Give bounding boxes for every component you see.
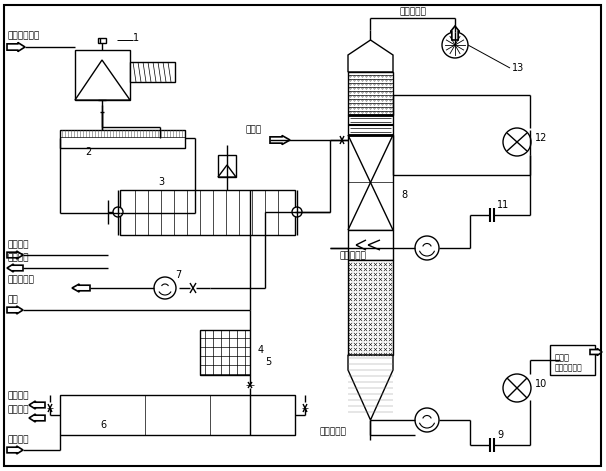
Polygon shape [7, 251, 23, 259]
Polygon shape [590, 349, 602, 356]
Polygon shape [75, 60, 130, 100]
Bar [120, 190, 295, 235]
Text: 7: 7 [175, 270, 181, 280]
Text: 蒸气: 蒸气 [7, 295, 18, 304]
Bar [348, 72, 393, 115]
Circle shape [503, 374, 531, 402]
Text: 冷却水进: 冷却水进 [7, 436, 28, 445]
Text: 10: 10 [535, 379, 547, 389]
Bar [348, 115, 393, 135]
Text: 排气去火花: 排气去火花 [7, 276, 34, 284]
Bar [348, 260, 393, 355]
Text: 9: 9 [497, 430, 503, 440]
Bar [348, 135, 393, 230]
Bar [60, 395, 295, 435]
Text: 3: 3 [158, 177, 164, 187]
Text: 2: 2 [85, 147, 92, 157]
Text: 5: 5 [265, 357, 271, 367]
Bar [200, 330, 250, 375]
Bar [98, 38, 106, 43]
Text: 1: 1 [133, 33, 139, 43]
Text: 11: 11 [497, 200, 509, 210]
Text: 8: 8 [401, 190, 407, 200]
Circle shape [442, 32, 468, 58]
Bar [550, 345, 595, 375]
Polygon shape [7, 306, 23, 314]
Polygon shape [7, 446, 23, 454]
Text: 13: 13 [512, 63, 524, 73]
Text: 回到萠取工段: 回到萠取工段 [555, 364, 583, 373]
Text: 12: 12 [535, 133, 547, 143]
Text: 塔底循环液: 塔底循环液 [320, 428, 347, 437]
Text: 6: 6 [100, 420, 106, 430]
Polygon shape [270, 136, 290, 145]
Bar [348, 230, 393, 260]
Text: 冷却水出: 冷却水出 [7, 406, 28, 414]
Circle shape [113, 207, 123, 217]
Circle shape [292, 207, 302, 217]
Circle shape [154, 277, 176, 299]
Bar [75, 50, 130, 100]
Text: 不凝气排空: 不凝气排空 [400, 8, 427, 16]
Polygon shape [7, 264, 23, 272]
Text: 机介质出: 机介质出 [7, 253, 28, 262]
Bar [60, 130, 185, 148]
Bar [130, 62, 175, 82]
Text: 塔顶循环液: 塔顶循环液 [340, 252, 367, 260]
Text: 萌取相: 萌取相 [245, 125, 261, 135]
Polygon shape [29, 414, 45, 422]
Polygon shape [450, 26, 459, 40]
Text: 残渣固体: 残渣固体 [7, 391, 28, 400]
Text: 塔底液: 塔底液 [555, 354, 570, 363]
Text: 4: 4 [258, 345, 264, 355]
Polygon shape [348, 40, 393, 72]
Polygon shape [218, 165, 236, 177]
Circle shape [503, 128, 531, 156]
Polygon shape [29, 401, 45, 409]
Bar [218, 155, 236, 177]
Circle shape [415, 408, 439, 432]
Text: 机介进入: 机介进入 [7, 241, 28, 250]
Circle shape [415, 236, 439, 260]
Text: 茂余相及残渣: 茂余相及残渣 [7, 32, 39, 41]
Polygon shape [72, 284, 90, 292]
Polygon shape [348, 355, 393, 420]
Polygon shape [7, 42, 25, 51]
